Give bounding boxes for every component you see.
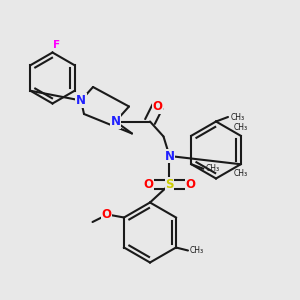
Text: CH₃: CH₃ [234,169,248,178]
Text: S: S [165,178,174,191]
Text: O: O [152,100,163,113]
Text: CH₃: CH₃ [234,123,248,132]
Text: N: N [164,149,175,163]
Text: N: N [76,94,86,107]
Text: F: F [53,40,61,50]
Text: O: O [185,178,196,191]
Text: O: O [143,178,154,191]
Text: O: O [102,208,112,221]
Text: N: N [110,115,121,128]
Text: CH₃: CH₃ [230,112,244,122]
Text: CH₃: CH₃ [206,164,220,173]
Text: CH₃: CH₃ [190,246,204,255]
